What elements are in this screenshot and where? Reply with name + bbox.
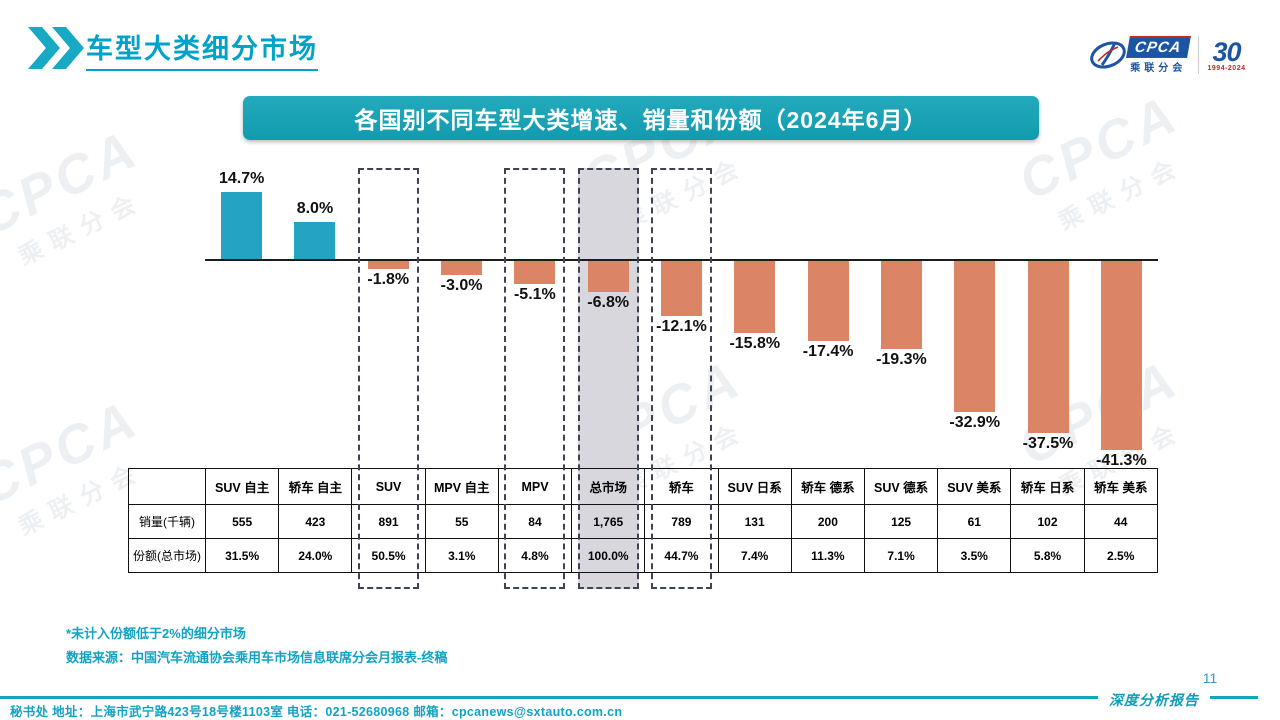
column-header: 轿车 德系 [790, 468, 865, 505]
anniversary-years: 1994-2024 [1207, 64, 1246, 72]
sales-cell: 84 [497, 504, 573, 539]
column-header: SUV 自主 [204, 468, 280, 505]
bar-value-label: -3.0% [440, 276, 483, 294]
bar-value-label: 8.0% [296, 200, 334, 218]
table-header-row: SUV 自主 轿车 自主 SUV MPV 自主 MPV 总市场 轿车 SUV 日系 轿车 德系 S… [128, 468, 1158, 505]
share-cell: 7.4% [717, 538, 792, 573]
sales-cell: 555 [204, 504, 280, 539]
column-header: 轿车 日系 [1010, 468, 1085, 505]
column-header: SUV 日系 [717, 468, 792, 505]
data-source-note: 数据来源：中国汽车流通协会乘用车市场信息联席分会月报表-终稿 [66, 650, 448, 665]
share-cell: 7.1% [863, 538, 939, 573]
share-cell: 24.0% [278, 538, 353, 573]
share-cell: 2.5% [1083, 538, 1158, 573]
column-header: 总市场 [571, 468, 646, 505]
column-header: SUV 美系 [937, 468, 1012, 505]
bar-SUV 自主 [221, 191, 263, 259]
bar-value-label: -37.5% [1022, 434, 1074, 452]
share-cell: 3.1% [424, 538, 499, 573]
sales-cell: 789 [644, 504, 719, 539]
bar-SUV [367, 261, 409, 270]
column-header: MPV [497, 468, 573, 505]
column-header: 轿车 [644, 468, 719, 505]
share-cell: 3.5% [937, 538, 1012, 573]
column-header: 轿车 自主 [278, 468, 353, 505]
cpca-swoosh-icon [1090, 41, 1126, 69]
contact-info: 秘书处 地址：上海市武宁路423号18号楼1103室 电话：021-526809… [10, 705, 623, 719]
cpca-subtitle: 乘联分会 [1130, 63, 1187, 74]
column-header: MPV 自主 [424, 468, 499, 505]
column-header: 轿车 美系 [1083, 468, 1158, 505]
column-header: SUV 德系 [863, 468, 939, 505]
page-title: 车型大类细分市场 [86, 27, 318, 71]
footer-divider-right [1210, 696, 1258, 699]
bar-SUV 德系 [880, 261, 922, 350]
logo-separator [1197, 36, 1199, 74]
bar-轿车 日系 [1027, 261, 1069, 433]
sales-cell: 44 [1083, 504, 1158, 539]
bar-value-label: -19.3% [876, 351, 927, 369]
sales-cell: 891 [351, 504, 426, 539]
table-row-sales: 销量(千辆) 555 423 891 55 84 1,765 789 131 200 125 61 10… [128, 504, 1158, 539]
bar-value-label: -15.8% [729, 335, 781, 353]
bar-value-label: -12.1% [656, 318, 707, 336]
chart-title-banner: 各国别不同车型大类增速、销量和份额（2024年6月） [243, 96, 1039, 140]
share-cell: 11.3% [790, 538, 865, 573]
bar-value-label: -5.1% [513, 286, 556, 304]
cpca-watermark: CPCA 乘联分会 [0, 118, 149, 272]
zero-axis-line [205, 259, 1158, 261]
footnote: *未计入份额低于2%的细分市场 [66, 626, 246, 641]
bar-轿车 自主 [294, 222, 336, 259]
sales-cell: 55 [424, 504, 499, 539]
share-cell: 44.7% [644, 538, 719, 573]
cpca-wordmark: CPCA [1126, 36, 1191, 58]
bar-value-label: -6.8% [587, 294, 630, 312]
column-header: SUV [351, 468, 426, 505]
anniversary-number: 30 [1212, 36, 1241, 67]
bar-chart: 14.7% 8.0% -1.8% -3.0% -5.1% -6.8% -12.1% -15.8… [205, 165, 1158, 470]
cpca-logo: CPCA 乘联分会 [1088, 36, 1191, 74]
footer-divider-left [0, 696, 1098, 699]
share-cell: 50.5% [351, 538, 426, 573]
sales-cell: 131 [717, 504, 792, 539]
bar-SUV 美系 [954, 261, 996, 412]
share-cell: 31.5% [204, 538, 280, 573]
bar-总市场 [587, 261, 629, 293]
bar-轿车 德系 [807, 261, 849, 341]
table-corner-cell [128, 468, 206, 505]
row-header: 份额(总市场) [128, 538, 206, 573]
bar-value-label: 14.7% [218, 169, 265, 187]
bar-MPV 自主 [441, 261, 483, 275]
row-header: 销量(千辆) [128, 504, 206, 539]
bar-value-label: -1.8% [367, 271, 410, 289]
bar-轿车 美系 [1100, 261, 1142, 451]
bar-value-label: -17.4% [802, 342, 854, 360]
logo-area: CPCA 乘联分会 30 1994-2024 [1088, 36, 1246, 74]
page-number: 11 [1202, 670, 1218, 686]
anniversary-logo: 30 1994-2024 [1207, 36, 1246, 72]
share-cell: 4.8% [497, 538, 573, 573]
sales-cell: 1,765 [571, 504, 646, 539]
sales-cell: 125 [863, 504, 939, 539]
bar-MPV [514, 261, 556, 285]
bar-轿车 [661, 261, 702, 317]
share-cell: 100.0% [571, 538, 646, 573]
data-table: SUV 自主 轿车 自主 SUV MPV 自主 MPV 总市场 轿车 SUV 日系 轿车 德系 S… [128, 468, 1158, 573]
sales-cell: 423 [278, 504, 353, 539]
share-cell: 5.8% [1010, 538, 1085, 573]
sales-cell: 200 [790, 504, 865, 539]
bar-value-label: -32.9% [949, 413, 1001, 431]
table-row-share: 份额(总市场) 31.5% 24.0% 50.5% 3.1% 4.8% 100.0% 44.7… [128, 538, 1158, 573]
double-chevron-icon [28, 27, 86, 74]
sales-cell: 61 [937, 504, 1012, 539]
bar-SUV 日系 [734, 261, 776, 334]
sales-cell: 102 [1010, 504, 1085, 539]
report-type-label: 深度分析报告 [1109, 693, 1199, 709]
bar-value-label: -41.3% [1095, 452, 1147, 470]
